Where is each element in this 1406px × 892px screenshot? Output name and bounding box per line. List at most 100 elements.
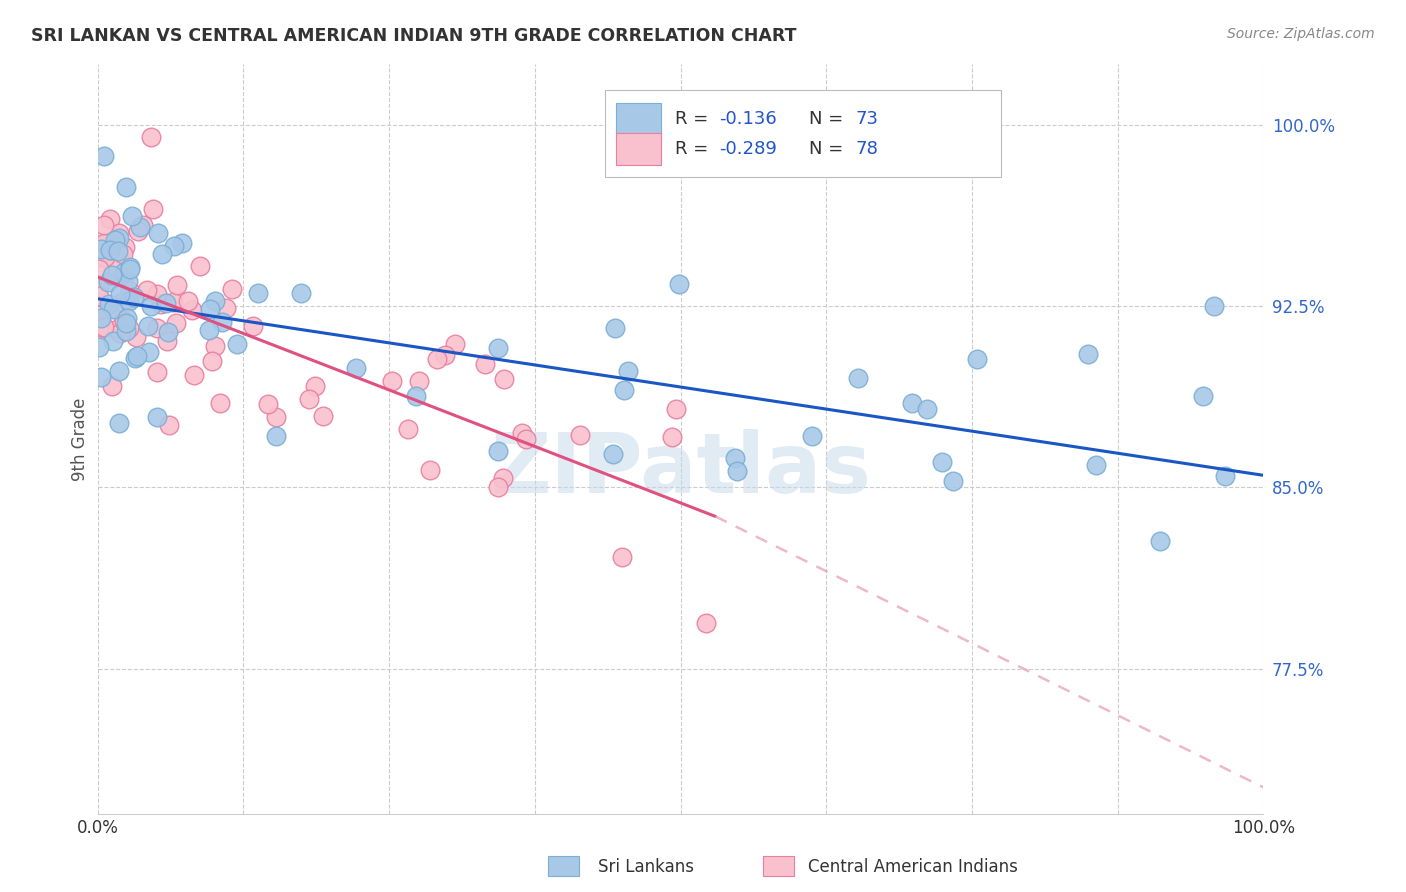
- Point: [180, 303, 202, 318]
- Point: [141, 130, 163, 145]
- Point: [172, 235, 194, 250]
- Point: [108, 226, 131, 240]
- Point: [162, 238, 184, 252]
- Point: [90, 242, 112, 256]
- Point: [124, 351, 146, 365]
- Point: [204, 339, 226, 353]
- Point: [98, 211, 121, 226]
- Point: [494, 372, 516, 386]
- Point: [1077, 347, 1099, 361]
- Point: [725, 464, 748, 478]
- Point: [1191, 389, 1213, 403]
- Point: [138, 345, 160, 359]
- Point: [112, 313, 135, 327]
- Point: [129, 220, 152, 235]
- Point: [157, 417, 180, 432]
- Point: [247, 285, 270, 300]
- Point: [127, 349, 149, 363]
- Point: [613, 383, 636, 397]
- Point: [257, 397, 280, 411]
- Point: [605, 321, 627, 335]
- Text: Sri Lankans: Sri Lankans: [598, 858, 693, 876]
- Point: [145, 365, 167, 379]
- Point: [201, 353, 224, 368]
- Point: [114, 265, 136, 279]
- Point: [93, 218, 115, 232]
- Point: [139, 299, 162, 313]
- Point: [107, 303, 129, 318]
- Point: [114, 324, 136, 338]
- Point: [150, 246, 173, 260]
- Y-axis label: 9th Grade: 9th Grade: [72, 397, 89, 481]
- FancyBboxPatch shape: [616, 133, 661, 164]
- Point: [100, 244, 122, 258]
- Text: N =: N =: [808, 110, 849, 128]
- Point: [98, 244, 121, 258]
- Point: [177, 293, 200, 308]
- Text: SRI LANKAN VS CENTRAL AMERICAN INDIAN 9TH GRADE CORRELATION CHART: SRI LANKAN VS CENTRAL AMERICAN INDIAN 9T…: [31, 27, 796, 45]
- Point: [486, 480, 509, 494]
- Point: [118, 260, 141, 275]
- Point: [381, 374, 404, 388]
- Point: [114, 179, 136, 194]
- Point: [100, 379, 122, 393]
- Point: [103, 245, 125, 260]
- Point: [141, 202, 163, 216]
- Point: [668, 277, 690, 292]
- Text: N =: N =: [808, 140, 849, 158]
- Point: [112, 271, 135, 285]
- Point: [136, 319, 159, 334]
- Point: [312, 409, 335, 423]
- Point: [848, 371, 870, 385]
- Text: Central American Indians: Central American Indians: [808, 858, 1018, 876]
- Point: [111, 295, 134, 310]
- Point: [155, 296, 177, 310]
- Point: [434, 348, 457, 362]
- Point: [304, 379, 326, 393]
- Point: [901, 396, 924, 410]
- Point: [87, 261, 110, 276]
- Point: [97, 297, 120, 311]
- Point: [801, 429, 824, 443]
- Point: [136, 283, 159, 297]
- Point: [474, 357, 496, 371]
- Point: [101, 334, 124, 348]
- Text: 78: 78: [855, 140, 879, 158]
- Point: [97, 275, 120, 289]
- Point: [290, 285, 312, 300]
- Point: [108, 230, 131, 244]
- Point: [492, 471, 515, 485]
- Point: [1149, 533, 1171, 548]
- Point: [108, 268, 131, 282]
- Point: [103, 239, 125, 253]
- Point: [90, 370, 112, 384]
- Point: [118, 294, 141, 309]
- Point: [486, 341, 509, 355]
- Point: [127, 224, 149, 238]
- Point: [146, 321, 169, 335]
- Point: [211, 315, 233, 329]
- Point: [93, 236, 115, 251]
- Point: [165, 316, 187, 330]
- Point: [108, 416, 131, 430]
- Point: [617, 364, 640, 378]
- Point: [87, 308, 110, 322]
- Point: [87, 340, 110, 354]
- Point: [124, 329, 146, 343]
- Point: [198, 301, 221, 316]
- Point: [157, 325, 180, 339]
- Point: [512, 425, 534, 440]
- Point: [166, 278, 188, 293]
- Point: [198, 323, 221, 337]
- Point: [91, 320, 114, 334]
- FancyBboxPatch shape: [616, 103, 661, 135]
- Point: [264, 410, 287, 425]
- Point: [108, 326, 131, 340]
- Point: [107, 244, 129, 259]
- Point: [298, 392, 321, 407]
- Point: [602, 447, 624, 461]
- Text: R =: R =: [675, 140, 714, 158]
- Point: [1213, 468, 1236, 483]
- Point: [115, 311, 138, 326]
- Point: [94, 235, 117, 250]
